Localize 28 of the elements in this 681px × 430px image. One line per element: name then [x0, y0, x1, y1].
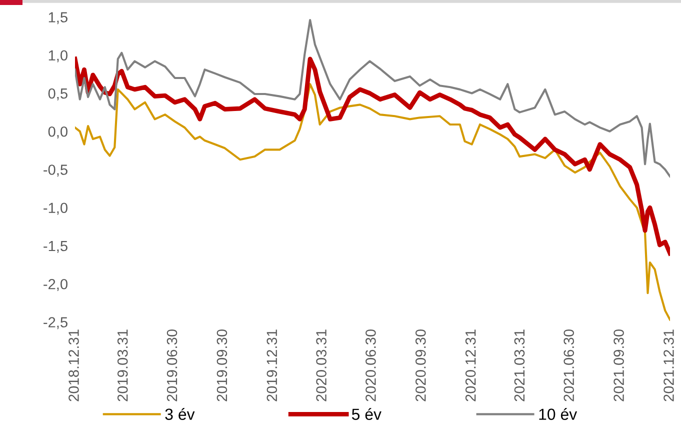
x-tick-label: 2019.03.31 [117, 330, 128, 402]
x-tick-label: 2019.12.31 [266, 330, 278, 402]
line-series [75, 83, 670, 321]
x-tick-label: 2021.12.31 [664, 330, 674, 402]
x-tick-label: 2021.09.30 [614, 330, 624, 402]
y-tick-label: -2,5 [44, 317, 68, 330]
legend-label: 5 év [352, 408, 382, 420]
x-tick-label: 2020.12.31 [465, 330, 476, 402]
x-tick-label: 2020.06.30 [366, 330, 376, 402]
line-series [75, 56, 670, 256]
y-tick-label: -0,5 [44, 164, 68, 177]
x-tick-label: 2021.06.30 [564, 330, 574, 402]
y-tick-label: 0,0 [48, 126, 68, 139]
x-tick-label: 2020.03.31 [316, 330, 326, 402]
x-tick-label: 2021.03.31 [514, 330, 525, 402]
x-tick-label: 2019.09.30 [216, 330, 228, 402]
legend-label: 10 év [539, 408, 578, 420]
line-series [75, 19, 670, 178]
legend-label: 3 év [165, 408, 195, 420]
y-tick-label: -1,5 [44, 241, 68, 253]
y-tick-label: -1,0 [44, 202, 68, 215]
x-tick-label: 2020.09.30 [415, 330, 426, 402]
y-tick-label: -2,0 [44, 278, 68, 292]
y-tick-label: 0,5 [48, 88, 68, 100]
x-tick-label: 2018.12.31 [68, 330, 79, 402]
y-tick-label: 1,0 [48, 50, 68, 62]
x-tick-label: 2019.06.30 [166, 330, 178, 402]
y-tick-label: 1,5 [48, 12, 68, 24]
